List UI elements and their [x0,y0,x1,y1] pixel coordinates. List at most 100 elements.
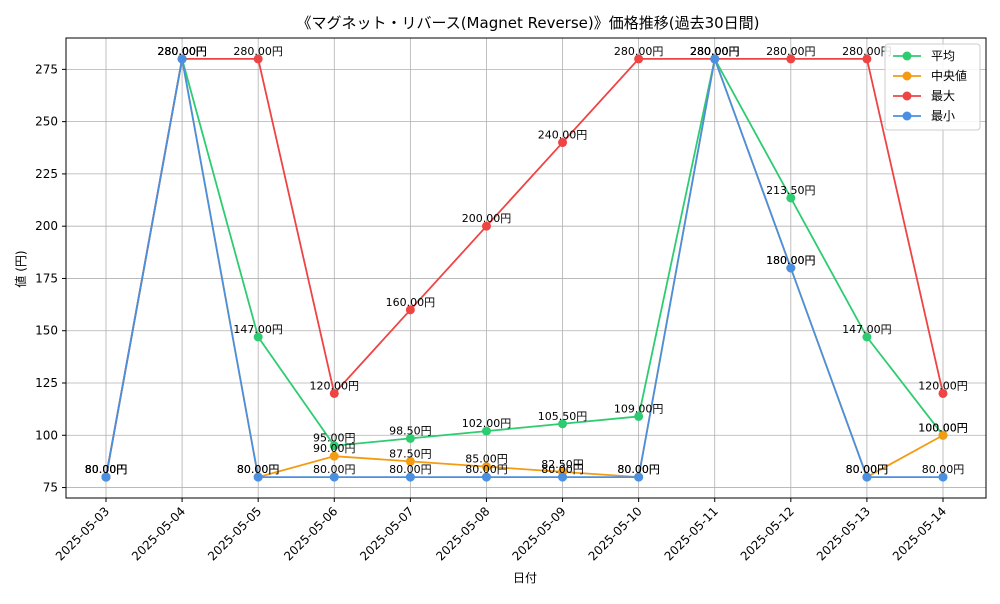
data-point [405,456,415,466]
data-point [558,138,568,148]
legend-marker [902,111,912,121]
data-point [101,472,111,482]
axes: 75 100 125 150 175 200 225 250 275 2025-05-03 2025… [35,37,987,563]
data-label: 87.50円 [389,447,432,460]
data-label: 80.00円 [846,463,889,476]
data-point [177,54,187,64]
data-label: 147.00円 [233,323,283,336]
data-label: 160.00円 [386,296,436,309]
x-tick-label: 2025-05-06 [281,504,340,563]
data-point [862,472,872,482]
data-label: 280.00円 [766,45,816,58]
legend-marker [902,71,912,81]
data-point [329,472,339,482]
legend-box [884,43,981,131]
data-point [558,472,568,482]
data-label: 109.00円 [614,402,664,415]
legend-marker [902,91,912,101]
x-tick-label: 2025-05-10 [586,504,645,563]
data-label: 240.00円 [538,129,588,142]
data-label: 80.00円 [541,463,584,476]
y-tick-label: 200 [35,219,58,233]
data-point [405,433,415,443]
data-label: 80.00円 [85,463,128,476]
data-point [329,451,339,461]
data-label: 180.00円 [766,254,816,267]
data-label: 102.00円 [462,417,512,430]
data-point [862,332,872,342]
data-label: 85.00円 [465,453,508,466]
x-tick-label: 2025-05-12 [738,504,797,563]
data-point [253,472,263,482]
y-tick-label: 75 [43,481,58,495]
data-label: 80.00円 [237,463,280,476]
data-point [481,462,491,472]
data-point [634,472,644,482]
y-tick-label: 100 [35,428,58,442]
data-point [938,430,948,440]
data-label: 80.00円 [465,463,508,476]
data-labels-group: 80.00円 280.00円 147.00円 95.00円 98.50円 102.00円 1… [85,45,968,476]
x-tick-label: 2025-05-14 [890,504,949,563]
data-point [558,419,568,429]
data-label: 280.00円 [157,45,207,58]
data-label: 280.00円 [690,45,740,58]
data-label: 80.00円 [313,463,356,476]
x-tick-label: 2025-05-03 [53,504,112,563]
data-label: 80.00円 [389,463,432,476]
data-label: 80.00円 [237,463,280,476]
data-point [405,472,415,482]
data-point [253,54,263,64]
series-group [101,54,948,482]
y-tick-label: 175 [35,271,58,285]
data-label: 280.00円 [233,45,283,58]
data-label: 280.00円 [842,45,892,58]
series-line [105,55,943,478]
data-point [786,263,796,273]
x-axis-title: 日付 [513,571,537,585]
data-label: 280.00円 [690,45,740,58]
data-label: 82.50円 [541,458,584,471]
grid [66,38,986,498]
data-label: 95.00円 [313,432,356,445]
data-point [481,426,491,436]
data-label: 80.00円 [617,463,660,476]
plot-frame [65,37,987,499]
y-tick-label: 275 [35,62,58,76]
data-point [938,472,948,482]
y-tick-label: 125 [35,376,58,390]
x-tick-label: 2025-05-05 [205,504,264,563]
data-label: 280.00円 [157,45,207,58]
data-point [938,388,948,398]
series-line [105,56,944,478]
legend-marker [902,51,912,61]
series-line [105,58,944,478]
data-point [405,305,415,315]
data-label: 80.00円 [617,463,660,476]
data-label: 80.00円 [85,463,128,476]
x-tick-label: 2025-05-13 [814,504,873,563]
chart-title: 《マグネット・リバース(Magnet Reverse)》価格推移(過去30日間) [296,14,759,32]
data-label: 280.00円 [690,45,740,58]
data-label: 200.00円 [462,212,512,225]
data-label: 90.00円 [313,442,356,455]
data-label: 80.00円 [922,463,965,476]
data-label: 147.00円 [842,323,892,336]
data-label: 80.00円 [846,463,889,476]
y-tick-label: 225 [35,167,58,181]
legend-label: 中央値 [931,68,967,83]
data-label: 120.00円 [918,379,968,392]
legend-label: 平均 [931,49,955,63]
y-axis-title: 値 (円) [13,250,28,287]
data-point [710,54,720,64]
y-tick-label: 150 [35,324,58,338]
data-label: 80.00円 [85,463,128,476]
data-label: 80.00円 [85,463,128,476]
x-tick-label: 2025-05-04 [129,504,188,563]
data-label: 120.00円 [310,379,360,392]
data-point [481,472,491,482]
legend-label: 最小 [931,109,955,123]
data-label: 280.00円 [690,45,740,58]
data-point [481,221,491,231]
